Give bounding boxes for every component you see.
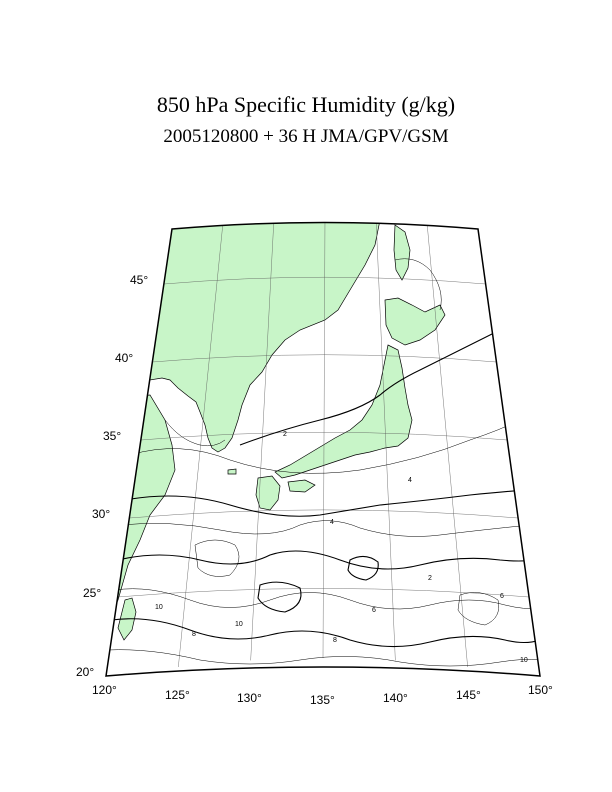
- contour-line: [194, 539, 240, 577]
- lat-label: 40°: [115, 351, 133, 365]
- humidity-contours: [107, 258, 540, 667]
- lat-label: 45°: [130, 273, 148, 287]
- continent-landmass: [149, 222, 381, 453]
- honshu-landmass: [274, 344, 413, 479]
- contour-line: [107, 649, 540, 667]
- contour-line: [257, 581, 302, 613]
- graticule-lon-line: [250, 222, 275, 661]
- lat-label: 25°: [83, 586, 101, 600]
- contour-line: [117, 550, 536, 570]
- contour-line: [347, 555, 379, 581]
- contour-label: 8: [333, 637, 337, 644]
- contour-line: [129, 419, 521, 474]
- lat-label: 35°: [103, 429, 121, 443]
- chart-subtitle: 2005120800 + 36 H JMA/GPV/GSM: [163, 126, 449, 147]
- jeju-landmass: [227, 468, 237, 475]
- chart-title: 850 hPa Specific Humidity (g/kg): [156, 92, 456, 117]
- lon-label: 130°: [237, 691, 262, 705]
- axis-labels: 20° 25° 30° 35° 40° 45° 120° 125° 130° 1…: [76, 273, 553, 707]
- contour-label: 6: [372, 607, 376, 614]
- lat-label: 20°: [76, 665, 94, 679]
- sakhalin-landmass: [393, 224, 411, 281]
- contour-label: 2: [283, 431, 287, 438]
- graticule-lon-line: [375, 222, 396, 661]
- contour-label: 8: [192, 631, 196, 638]
- lon-label: 150°: [528, 683, 553, 697]
- contour-line: [111, 618, 540, 648]
- lat-label: 30°: [92, 507, 110, 521]
- title-block: 850 hPa Specific Humidity (g/kg) 2005120…: [0, 88, 612, 152]
- hokkaido-landmass: [384, 297, 446, 346]
- graticule-lon-line: [426, 222, 468, 668]
- lon-label: 140°: [383, 691, 408, 705]
- contour-line: [457, 592, 499, 626]
- contour-label: 4: [330, 519, 334, 526]
- lon-label: 120°: [92, 683, 117, 697]
- lon-label: 135°: [310, 693, 335, 707]
- graticule-lon-line: [178, 222, 224, 668]
- graticule: [106, 222, 540, 676]
- contour-line: [114, 588, 539, 610]
- contour-line: [124, 489, 526, 517]
- lon-label: 145°: [456, 688, 481, 702]
- kyushu-landmass: [255, 475, 281, 511]
- contour-label-group: 2 2 4 4 6 6 8 8 10 10 10: [155, 431, 528, 664]
- contour-line: [164, 419, 226, 447]
- shikoku-landmass: [287, 479, 316, 493]
- lon-label: 125°: [165, 688, 190, 702]
- contour-line: [394, 258, 442, 311]
- contour-line: [119, 520, 531, 537]
- contour-label: 4: [408, 477, 412, 484]
- contour-label: 6: [500, 593, 504, 600]
- contour-label: 10: [520, 657, 528, 664]
- graticule-lon-line: [322, 222, 326, 659]
- contour-line: [239, 324, 511, 446]
- contour-label: 10: [235, 621, 243, 628]
- contour-label: 10: [155, 604, 163, 611]
- map-frame-border: [105, 221, 541, 677]
- contour-label: 2: [428, 575, 432, 582]
